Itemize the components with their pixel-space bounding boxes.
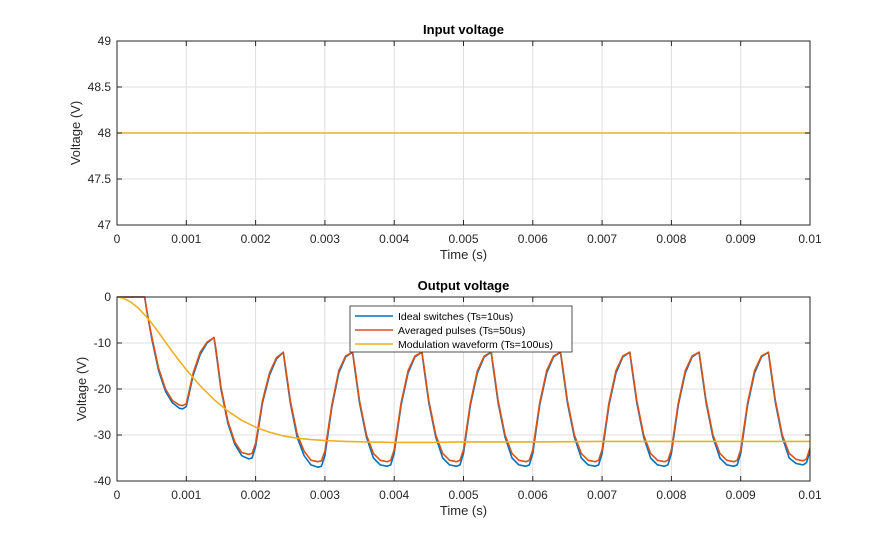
axes-output-voltage: 0 0.001 0.002 0.003 0.004 0.005 0.006 0.007 0.00… (74, 278, 822, 518)
x-tick-label: 0.006 (518, 488, 548, 502)
y-tick-label: 0 (104, 290, 111, 304)
x-tick-label: 0.005 (448, 488, 478, 502)
chart-title: Input voltage (423, 22, 504, 37)
x-tick-label: 0 (114, 232, 121, 246)
legend: Ideal switches (Ts=10us) Averaged pulses… (349, 305, 573, 353)
y-tick-label: -20 (94, 382, 112, 396)
y-tick-label: 48 (98, 126, 112, 140)
x-tick-label: 0.004 (379, 232, 409, 246)
x-tick-label: 0.01 (798, 232, 822, 246)
y-tick-label: -40 (94, 474, 112, 488)
x-axis-label: Time (s) (440, 247, 487, 262)
x-tick-label: 0.009 (726, 232, 756, 246)
tick-labels: 0 0.001 0.002 0.003 0.004 0.005 0.006 0.007 0.00… (88, 34, 822, 246)
series-layer (116, 296, 811, 469)
x-tick-label: 0.006 (518, 232, 548, 246)
x-tick-label: 0.007 (587, 232, 617, 246)
x-tick-label: 0 (114, 488, 121, 502)
legend-label-ideal: Ideal switches (Ts=10us) (398, 311, 513, 323)
x-tick-label: 0.009 (726, 488, 756, 502)
x-tick-label: 0.005 (448, 232, 478, 246)
y-tick-label: 47.5 (88, 172, 112, 186)
y-tick-label: -10 (94, 336, 112, 350)
y-tick-label: 47 (98, 218, 112, 232)
x-tick-label: 0.008 (656, 488, 686, 502)
chart-title: Output voltage (418, 278, 510, 293)
x-tick-label: 0.001 (171, 488, 201, 502)
x-tick-label: 0.002 (241, 232, 271, 246)
x-tick-label: 0.003 (310, 232, 340, 246)
y-tick-label: 48.5 (88, 80, 112, 94)
axes-input-voltage: 0 0.001 0.002 0.003 0.004 0.005 0.006 0.007 0.00… (68, 22, 822, 262)
x-tick-label: 0.001 (171, 232, 201, 246)
x-tick-label: 0.008 (656, 232, 686, 246)
y-tick-label: 49 (98, 34, 112, 48)
y-tick-label: -30 (94, 428, 112, 442)
x-tick-label: 0.007 (587, 488, 617, 502)
y-axis-label: Voltage (V) (74, 357, 89, 421)
y-axis-label: Voltage (V) (68, 101, 83, 165)
x-axis-label: Time (s) (440, 503, 487, 518)
legend-label-modulation: Modulation waveform (Ts=100us) (398, 339, 553, 351)
x-tick-label: 0.004 (379, 488, 409, 502)
x-tick-label: 0.01 (798, 488, 822, 502)
x-tick-label: 0.003 (310, 488, 340, 502)
legend-label-averaged: Averaged pulses (Ts=50us) (398, 325, 525, 337)
tick-labels: 0 0.001 0.002 0.003 0.004 0.005 0.006 0.007 0.00… (94, 290, 822, 502)
series-line-modulation (116, 296, 810, 444)
series-line-averaged (117, 296, 811, 463)
x-tick-label: 0.002 (241, 488, 271, 502)
